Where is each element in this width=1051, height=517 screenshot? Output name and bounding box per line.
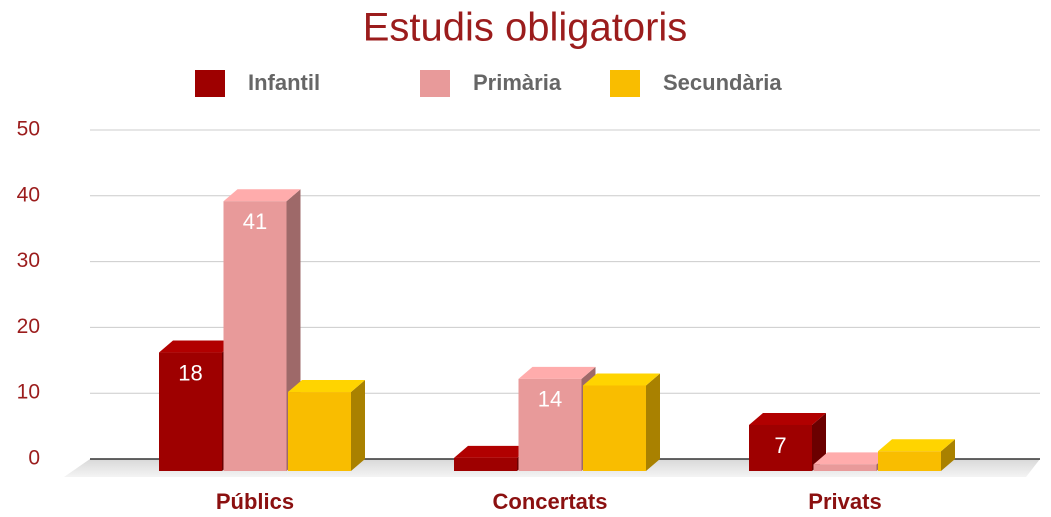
- bar-front: [518, 378, 582, 471]
- bar-front: [223, 201, 287, 471]
- bar: [583, 373, 660, 471]
- bar-top: [454, 445, 531, 458]
- bar-side: [812, 412, 826, 471]
- bar-front: [878, 451, 941, 471]
- data-label: 14: [538, 387, 562, 412]
- legend-swatch: [420, 70, 450, 97]
- bar-side: [646, 373, 660, 471]
- legend-swatch: [195, 70, 225, 97]
- bar-front: [454, 457, 517, 471]
- chart-title: Estudis obligatoris: [363, 6, 688, 50]
- bar-side: [941, 439, 955, 471]
- legend-label: Secundària: [663, 70, 782, 95]
- bar-side: [351, 380, 365, 471]
- x-tick-label: Públics: [216, 489, 294, 514]
- x-tick-label: Concertats: [493, 489, 608, 514]
- bar-front: [159, 352, 222, 471]
- y-tick-label: 10: [17, 381, 40, 404]
- y-tick-label: 0: [28, 447, 40, 470]
- bar-top: [583, 373, 660, 386]
- bar: [288, 380, 365, 471]
- y-tick-label: 30: [17, 249, 40, 272]
- bar-front: [749, 424, 812, 471]
- bar-top: [813, 452, 891, 465]
- bar-top: [223, 189, 301, 202]
- x-tick-label: Privats: [808, 489, 881, 514]
- y-tick-label: 40: [17, 183, 40, 206]
- bar: [159, 340, 236, 471]
- legend-label: Infantil: [248, 70, 320, 95]
- bar-top: [749, 412, 826, 425]
- bar-top: [518, 366, 596, 379]
- bar-top: [288, 380, 365, 393]
- legend-swatch: [610, 70, 640, 97]
- bar: [749, 412, 826, 471]
- bar-front: [583, 385, 646, 471]
- bar-top: [878, 439, 955, 452]
- bar-top: [159, 340, 236, 353]
- y-tick-label: 50: [17, 118, 40, 141]
- y-tick-label: 20: [17, 315, 40, 338]
- bar: [878, 439, 955, 471]
- legend-label: Primària: [473, 70, 562, 95]
- data-label: 41: [243, 209, 267, 234]
- bar-front: [288, 392, 351, 471]
- bar-front: [813, 464, 877, 471]
- data-label: 18: [178, 360, 202, 385]
- data-label: 7: [774, 433, 786, 458]
